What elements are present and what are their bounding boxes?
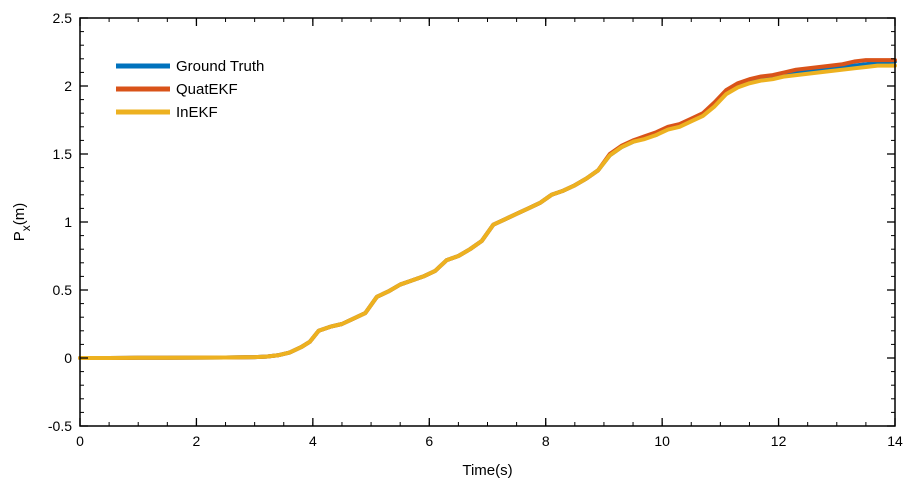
x-tick-label: 0 bbox=[76, 433, 84, 449]
legend-label-inekf: InEKF bbox=[176, 104, 218, 121]
x-tick-label: 12 bbox=[771, 433, 787, 449]
y-axis-title-subscript: x bbox=[19, 225, 33, 231]
axes-layer: 0 2 4 6 8 10 12 14-0.500.511.522.5 bbox=[48, 10, 903, 449]
x-tick-label: 4 bbox=[309, 433, 317, 449]
x-tick-label: 6 bbox=[425, 433, 433, 449]
y-axis-title-main: P bbox=[11, 231, 28, 241]
y-tick-label: 0 bbox=[64, 350, 72, 366]
y-tick-label: 2 bbox=[64, 78, 72, 94]
legend: Ground Truth QuatEKF InEKF bbox=[116, 58, 264, 121]
y-tick-label: -0.5 bbox=[48, 418, 72, 434]
series-line-inekf bbox=[78, 63, 897, 360]
y-axis-title-unit: (m) bbox=[11, 203, 28, 226]
x-tick-label: 10 bbox=[654, 433, 670, 449]
x-axis-title: Time(s) bbox=[462, 462, 512, 479]
legend-label-ground-truth: Ground Truth bbox=[176, 58, 264, 75]
x-tick-label: 14 bbox=[887, 433, 903, 449]
series-layer bbox=[78, 58, 897, 360]
legend-label-quatekf: QuatEKF bbox=[176, 81, 238, 98]
y-tick-label: 2.5 bbox=[53, 10, 73, 26]
y-axis-title: Px(m) bbox=[11, 203, 33, 242]
y-tick-label: 1.5 bbox=[53, 146, 73, 162]
x-tick-label: 8 bbox=[542, 433, 550, 449]
y-tick-label: 1 bbox=[64, 214, 72, 230]
x-tick-label: 2 bbox=[193, 433, 201, 449]
y-tick-label: 0.5 bbox=[53, 282, 73, 298]
